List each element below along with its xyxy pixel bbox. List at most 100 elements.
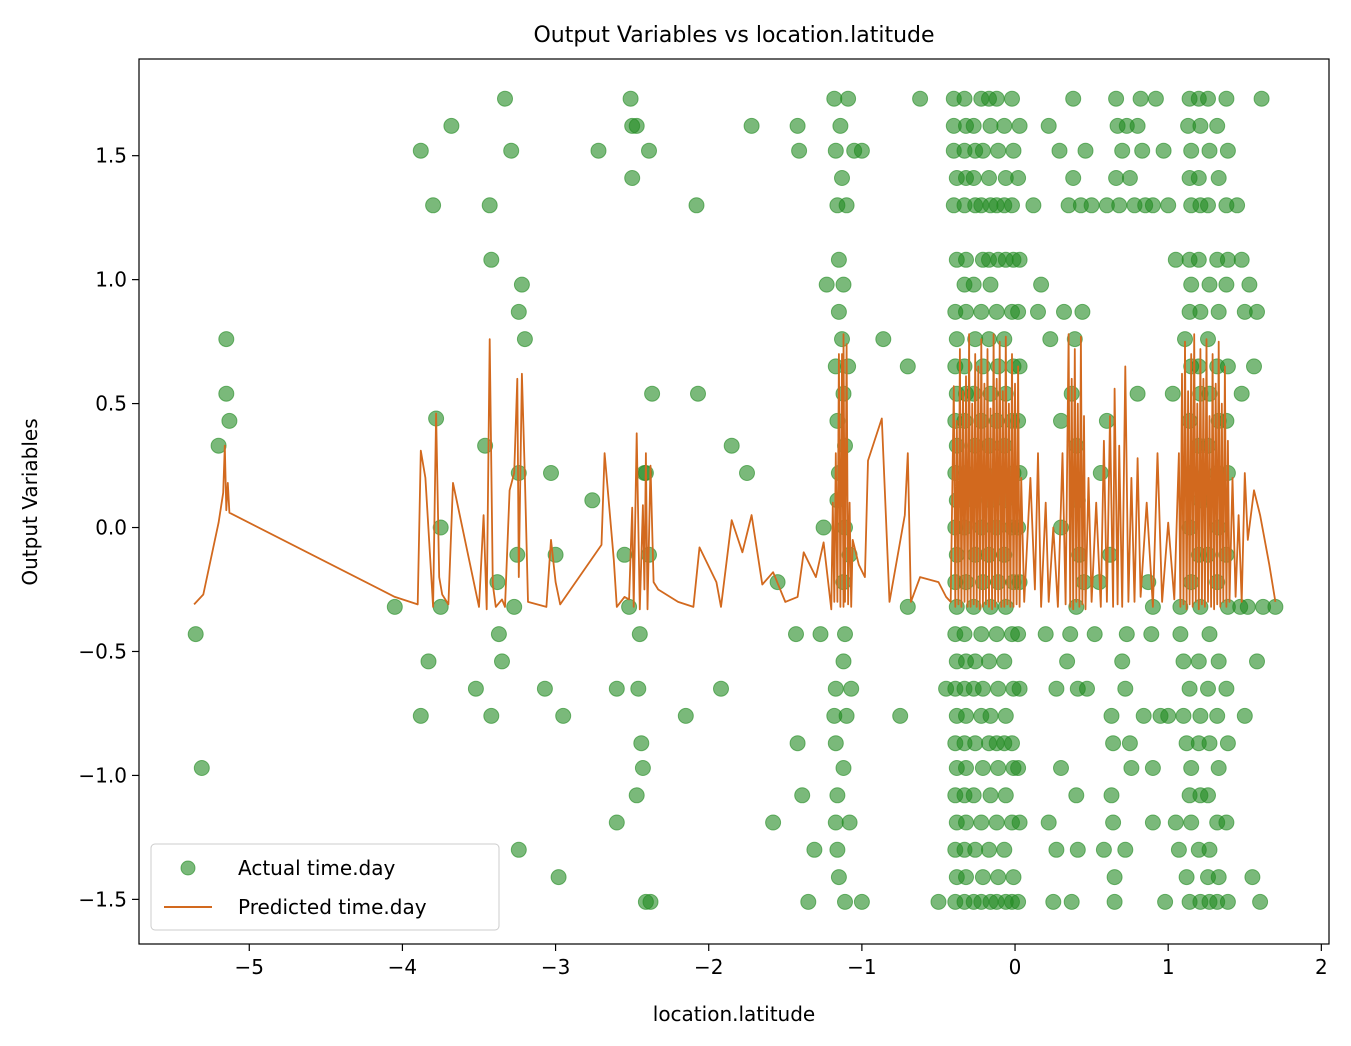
scatter-point [1118, 626, 1135, 643]
scatter-point [616, 546, 633, 563]
scatter-point [494, 653, 510, 670]
scatter-point [608, 680, 625, 697]
x-tick-label: 0 [1009, 955, 1022, 979]
scatter-point [622, 90, 639, 107]
scatter-point [835, 276, 852, 293]
scatter-point [631, 626, 648, 643]
scatter-point [830, 303, 847, 320]
scatter-point [1086, 626, 1103, 643]
scatter-point [1117, 841, 1134, 858]
scatter-point [1010, 760, 1027, 776]
scatter-point [481, 197, 498, 214]
scatter-point [1201, 142, 1218, 159]
scatter-point [550, 869, 567, 886]
scatter-point [1011, 814, 1028, 831]
scatter-point [221, 412, 238, 429]
scatter-point [990, 142, 1007, 159]
scatter-point [677, 707, 694, 724]
scatter-point [1178, 869, 1195, 886]
scatter-point [420, 653, 437, 670]
y-tick-label: −1.0 [78, 763, 127, 787]
scatter-point [628, 117, 645, 134]
scatter-point [1042, 331, 1059, 348]
scatter-point [590, 142, 607, 159]
scatter-point [688, 197, 705, 214]
scatter-point [1201, 276, 1218, 293]
scatter-point [788, 626, 804, 643]
scatter-point [1011, 680, 1028, 697]
scatter-point [1167, 251, 1184, 268]
scatter-point [853, 893, 870, 910]
line-layer [193, 333, 1277, 611]
scatter-point [791, 142, 808, 159]
scatter-point [829, 787, 846, 804]
y-tick-label: 1.5 [95, 144, 127, 168]
scatter-point [1249, 653, 1265, 670]
scatter-point [1011, 117, 1028, 134]
scatter-point [1252, 893, 1269, 910]
scatter-point [1010, 626, 1027, 643]
scatter-point [1106, 869, 1123, 886]
scatter-point [739, 465, 755, 481]
scatter-point [1077, 142, 1094, 159]
scatter-point [483, 707, 500, 724]
scatter-point [996, 841, 1013, 858]
scatter-point [1123, 760, 1140, 776]
scatter-point [1011, 251, 1028, 268]
legend-marker-actual [180, 860, 196, 876]
scatter-point [1010, 303, 1027, 320]
legend-label-predicted: Predicted time.day [238, 895, 427, 919]
scatter-point [1114, 653, 1131, 670]
scatter-point [789, 735, 806, 752]
scatter-point [1065, 170, 1082, 186]
scatter-point [1121, 170, 1138, 186]
scatter-point [193, 760, 210, 776]
scatter-point [958, 760, 974, 776]
scatter-point [835, 653, 852, 670]
scatter-point [800, 893, 817, 910]
scatter-point [956, 626, 973, 643]
scatter-point [1190, 170, 1207, 186]
scatter-point [982, 707, 999, 724]
plot-frame [138, 58, 1330, 945]
legend-label-actual: Actual time.day [238, 856, 396, 880]
scatter-point [830, 869, 847, 886]
scatter-point [1108, 90, 1125, 107]
scatter-point [827, 814, 844, 831]
scatter-point [1114, 142, 1131, 159]
scatter-point [1066, 331, 1083, 348]
scatter-point [1210, 653, 1227, 670]
scatter-point [1111, 197, 1128, 214]
chart-title: Output Variables vs location.latitude [533, 23, 934, 48]
scatter-point [1236, 707, 1253, 724]
scatter-point [965, 170, 982, 186]
scatter-point [633, 735, 650, 752]
scatter-point [958, 251, 974, 268]
scatter-point [1210, 303, 1227, 320]
scatter-point [948, 331, 965, 348]
scatter-point [1233, 385, 1250, 402]
scatter-point [644, 385, 661, 402]
scatter-point [1190, 251, 1207, 268]
scatter-point [630, 680, 647, 697]
scatter-point [1144, 197, 1161, 214]
scatter-point [1183, 814, 1200, 831]
scatter-point [1135, 707, 1152, 724]
scatter-point [1117, 680, 1134, 697]
scatter-point [425, 197, 442, 214]
scatter-point [634, 760, 651, 776]
scatter-point [789, 117, 806, 134]
scatter-point [1062, 626, 1079, 643]
scatter-point [990, 869, 1007, 886]
scatter-point [965, 117, 982, 134]
scatter-point [1011, 358, 1028, 375]
scatter-point [958, 707, 974, 724]
scatter-point [506, 598, 523, 615]
scatter-point [1219, 142, 1236, 159]
scatter-point [723, 437, 740, 454]
scatter-point [838, 197, 855, 214]
scatter-point [1005, 142, 1022, 159]
scatter-point [958, 814, 974, 831]
scatter-point [1219, 893, 1236, 910]
scatter-point [1103, 707, 1120, 724]
